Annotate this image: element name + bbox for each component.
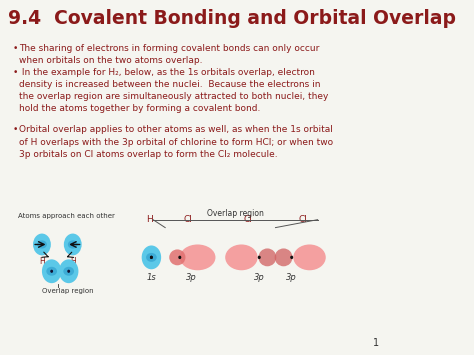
Text: 1: 1 xyxy=(373,338,379,348)
Circle shape xyxy=(151,256,152,258)
Circle shape xyxy=(258,256,260,258)
Text: H: H xyxy=(39,257,45,266)
Text: Cl: Cl xyxy=(299,215,308,224)
Text: Overlap region: Overlap region xyxy=(207,209,264,218)
Text: •: • xyxy=(13,68,18,77)
Circle shape xyxy=(59,260,78,283)
Text: •: • xyxy=(13,125,18,135)
Ellipse shape xyxy=(225,245,258,270)
Ellipse shape xyxy=(274,248,292,266)
Circle shape xyxy=(142,245,161,269)
Ellipse shape xyxy=(146,253,157,262)
Circle shape xyxy=(51,271,53,272)
Circle shape xyxy=(291,256,292,258)
Ellipse shape xyxy=(46,267,57,276)
Ellipse shape xyxy=(180,245,216,270)
Circle shape xyxy=(151,256,152,258)
Text: Overlap region: Overlap region xyxy=(42,288,93,294)
Ellipse shape xyxy=(169,250,185,265)
Text: H: H xyxy=(70,257,76,266)
Text: H: H xyxy=(146,215,153,224)
Text: Orbital overlap applies to other atoms as well, as when the 1s orbital
of H over: Orbital overlap applies to other atoms a… xyxy=(19,125,333,159)
Text: Cl: Cl xyxy=(244,215,252,224)
Text: 1s: 1s xyxy=(146,273,156,282)
Ellipse shape xyxy=(68,240,78,248)
Circle shape xyxy=(42,260,62,283)
Text: Cl: Cl xyxy=(183,215,192,224)
Text: 3p: 3p xyxy=(186,273,197,282)
Text: 3p: 3p xyxy=(286,273,297,282)
Circle shape xyxy=(33,234,51,255)
Ellipse shape xyxy=(37,240,47,248)
Circle shape xyxy=(179,256,181,258)
Text: •: • xyxy=(13,44,18,53)
Circle shape xyxy=(64,234,82,255)
Circle shape xyxy=(72,244,73,245)
Text: 9.4  Covalent Bonding and Orbital Overlap: 9.4 Covalent Bonding and Orbital Overlap xyxy=(8,9,456,28)
Text: The sharing of electrons in forming covalent bonds can only occur
when orbitals : The sharing of electrons in forming cova… xyxy=(19,44,319,65)
Text: Atoms approach each other: Atoms approach each other xyxy=(18,213,115,219)
Circle shape xyxy=(41,244,43,245)
Text: In the example for H₂, below, as the 1s orbitals overlap, electron
density is in: In the example for H₂, below, as the 1s … xyxy=(19,68,328,113)
Text: 3p: 3p xyxy=(254,273,264,282)
Ellipse shape xyxy=(258,248,276,266)
Ellipse shape xyxy=(64,267,74,276)
Ellipse shape xyxy=(293,245,326,270)
Circle shape xyxy=(68,271,69,272)
